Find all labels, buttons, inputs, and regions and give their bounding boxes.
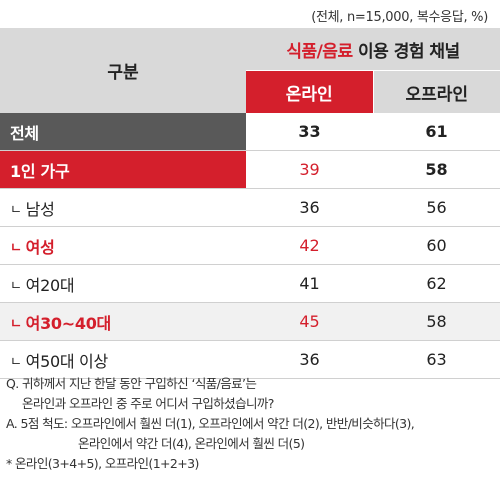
corner-arrow-icon: ㄴ	[10, 278, 22, 294]
corner-arrow-icon: ㄴ	[10, 354, 22, 370]
offline-value: 58	[373, 302, 500, 341]
offline-value: 60	[373, 226, 500, 265]
header-offline: 오프라인	[373, 70, 500, 113]
table-row-female-20s: ㄴ 여20대 41 62	[0, 264, 500, 303]
definition-note: * 온라인(3+4+5), 오프라인(1+2+3)	[6, 456, 199, 471]
row-label: 남성	[25, 199, 55, 219]
question-line-2: 온라인과 오프라인 중 주로 어디서 구입하셨습니까?	[22, 396, 274, 411]
row-label: 1인 가구	[0, 150, 246, 189]
online-value: 45	[246, 302, 373, 341]
header-group-rest: 이용 경험 채널	[352, 41, 460, 62]
online-value: 42	[246, 226, 373, 265]
question-line-1: Q. 귀하께서 지난 한달 동안 구입하신 ‘식품/음료’는	[6, 376, 257, 391]
online-value: 39	[246, 150, 373, 189]
row-label-cell: ㄴ 여30~40대	[0, 302, 246, 341]
offline-value: 61	[373, 113, 500, 151]
corner-arrow-icon: ㄴ	[10, 202, 22, 218]
header-online: 온라인	[246, 70, 374, 113]
row-label: 여30~40대	[25, 313, 112, 333]
row-label: 여20대	[25, 275, 75, 295]
table-row-single-household: 1인 가구 39 58	[0, 150, 500, 189]
offline-value: 56	[373, 188, 500, 227]
corner-arrow-icon: ㄴ	[10, 316, 22, 332]
table-row-female-50s-plus: ㄴ 여50대 이상 36 63	[0, 340, 500, 379]
row-label: 전체	[0, 113, 246, 151]
row-label-cell: ㄴ 여50대 이상	[0, 340, 246, 379]
row-label-cell: ㄴ 여성	[0, 226, 246, 265]
table-row-female-30-40s: ㄴ 여30~40대 45 58	[0, 302, 500, 341]
answer-line-1: A. 5점 척도: 오프라인에서 훨씬 더(1), 오프라인에서 약간 더(2)…	[6, 416, 415, 431]
header-category: 구분	[0, 28, 246, 113]
online-value: 36	[246, 340, 373, 379]
online-value: 36	[246, 188, 373, 227]
header-group-accent: 식품/음료	[286, 41, 353, 62]
offline-value: 58	[373, 150, 500, 189]
row-label: 여성	[25, 237, 55, 257]
unit-note: (전체, n=15,000, 복수응답, %)	[311, 10, 488, 25]
survey-table: 구분 식품/음료 이용 경험 채널 온라인 오프라인 전체 33 61 1인 가…	[0, 28, 500, 379]
table-row-male: ㄴ 남성 36 56	[0, 188, 500, 227]
row-label-cell: ㄴ 여20대	[0, 264, 246, 303]
survey-notes: Q. 귀하께서 지난 한달 동안 구입하신 ‘식품/음료’는 온라인과 오프라인…	[6, 374, 496, 474]
row-label: 여50대 이상	[25, 351, 109, 371]
offline-value: 62	[373, 264, 500, 303]
table-row-total: 전체 33 61	[0, 113, 500, 151]
row-label-cell: ㄴ 남성	[0, 188, 246, 227]
header-channel-group: 식품/음료 이용 경험 채널	[246, 28, 500, 71]
table-row-female: ㄴ 여성 42 60	[0, 226, 500, 265]
online-value: 41	[246, 264, 373, 303]
offline-value: 63	[373, 340, 500, 379]
corner-arrow-icon: ㄴ	[10, 240, 22, 256]
answer-line-2: 온라인에서 약간 더(4), 온라인에서 훨씬 더(5)	[78, 436, 305, 451]
online-value: 33	[246, 113, 373, 151]
